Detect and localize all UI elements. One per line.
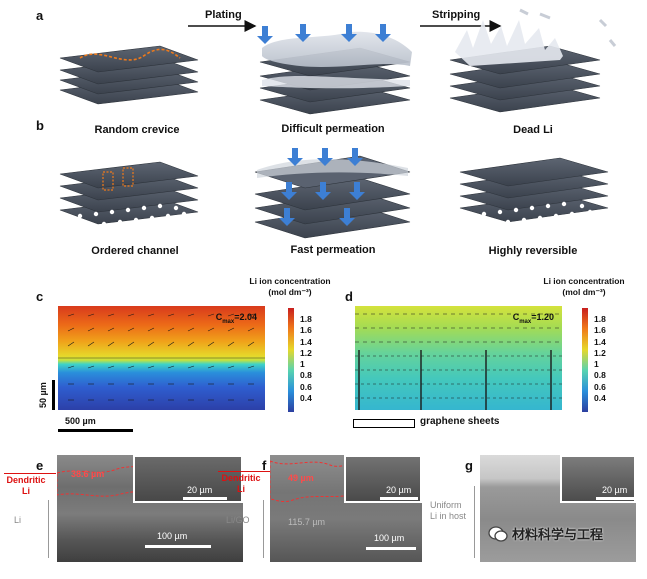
stripping-label: Stripping (432, 9, 481, 21)
y-scale-label: 50 µm (38, 382, 48, 408)
concentration-map-d: Cmax=1.20 (355, 306, 562, 410)
stack-highly-reversible (459, 157, 609, 227)
grey-bracket-f (263, 500, 264, 558)
stack-difficult-permeation (257, 24, 412, 115)
x-scale-bar (58, 429, 133, 432)
colorbar-d (582, 308, 588, 412)
colorbar-ticks-d: 1.8 1.6 1.4 1.2 1 0.8 0.6 0.4 (594, 314, 606, 404)
red-label-e: Dendritic Li (6, 475, 46, 496)
caption-random-crevice: Random crevice (94, 124, 180, 136)
sem-inset-g: 20 µm (560, 455, 636, 503)
x-scale-label: 500 µm (65, 416, 96, 426)
sem-inset-e: 20 µm (133, 455, 243, 503)
main-scale-label-f: 100 µm (374, 533, 405, 543)
panel-label-b: b (36, 118, 44, 133)
wechat-icon (488, 525, 508, 542)
colorbar-title-c: Li ion concentration (mol dm⁻³) (249, 276, 331, 297)
y-scale-bar (52, 380, 55, 410)
red-bracket-f (218, 471, 270, 472)
panel-label-a: a (36, 8, 44, 23)
sem-image-g: 20 µm (480, 455, 636, 562)
caption-dead-li: Dead Li (513, 124, 553, 136)
colorbar-c (288, 308, 294, 412)
red-bracket-e (4, 473, 56, 474)
schematic-illustration (59, 8, 617, 239)
red-label-f: Dendritic Li (221, 473, 261, 494)
grey-bracket-e (48, 500, 49, 558)
colorbar-title-d: Li ion concentration (mol dm⁻³) (543, 276, 625, 297)
thickness-label-f: 49 µm (288, 473, 314, 483)
panel-label-g: g (465, 458, 473, 473)
colorbar-ticks-c: 1.8 1.6 1.4 1.2 1 0.8 0.6 0.4 (300, 314, 312, 404)
caption-ordered-channel: Ordered channel (91, 245, 179, 257)
sem-image-e: 20 µm 38.6 µm 100 µm (57, 455, 243, 562)
grey-label-e: Li (14, 515, 22, 525)
graphene-legend-swatch (353, 419, 415, 428)
grey-label-g: Uniform Li in host (430, 500, 467, 521)
inset-scale-bar-g (596, 497, 634, 500)
grey-label-f: Li/GO (226, 515, 250, 525)
stack-random-crevice (59, 45, 199, 105)
panel-label-e: e (36, 458, 44, 473)
thickness-label-e: 38.6 µm (71, 469, 105, 479)
caption-fast-permeation: Fast permeation (290, 244, 376, 256)
c-max-label-d: Cmax=1.20 (512, 312, 554, 325)
inset-scale-label-g: 20 µm (602, 485, 628, 495)
graphene-legend-label: graphene sheets (420, 416, 500, 427)
panel-label-d: d (345, 289, 353, 304)
grey-bracket-g (474, 486, 475, 558)
main-scale-bar-e (145, 545, 211, 548)
stack-ordered-channel (59, 161, 199, 229)
sem-image-f: 20 µm 49 µm 115.7 µm 100 µm (270, 455, 422, 562)
grey-thickness-label-f: 115.7 µm (288, 517, 326, 527)
watermark: 材料科学与工程 (488, 524, 603, 543)
c-max-label-c: Cmax=2.04 (215, 312, 257, 325)
panel-label-f: f (262, 458, 267, 473)
plating-label: Plating (205, 9, 242, 21)
sem-inset-f: 20 µm (344, 455, 422, 503)
inset-scale-bar-e (183, 497, 227, 500)
inset-scale-bar-f (380, 497, 418, 500)
caption-difficult-permeation: Difficult permeation (281, 123, 385, 135)
main-scale-label-e: 100 µm (157, 531, 188, 541)
stack-dead-li (449, 8, 617, 113)
stack-fast-permeation (254, 148, 411, 239)
inset-scale-label-f: 20 µm (386, 485, 412, 495)
concentration-map-c: Cmax=2.04 (58, 306, 265, 410)
panel-label-c: c (36, 289, 44, 304)
main-scale-bar-f (366, 547, 416, 550)
caption-highly-reversible: Highly reversible (488, 245, 578, 257)
inset-scale-label-e: 20 µm (187, 485, 213, 495)
